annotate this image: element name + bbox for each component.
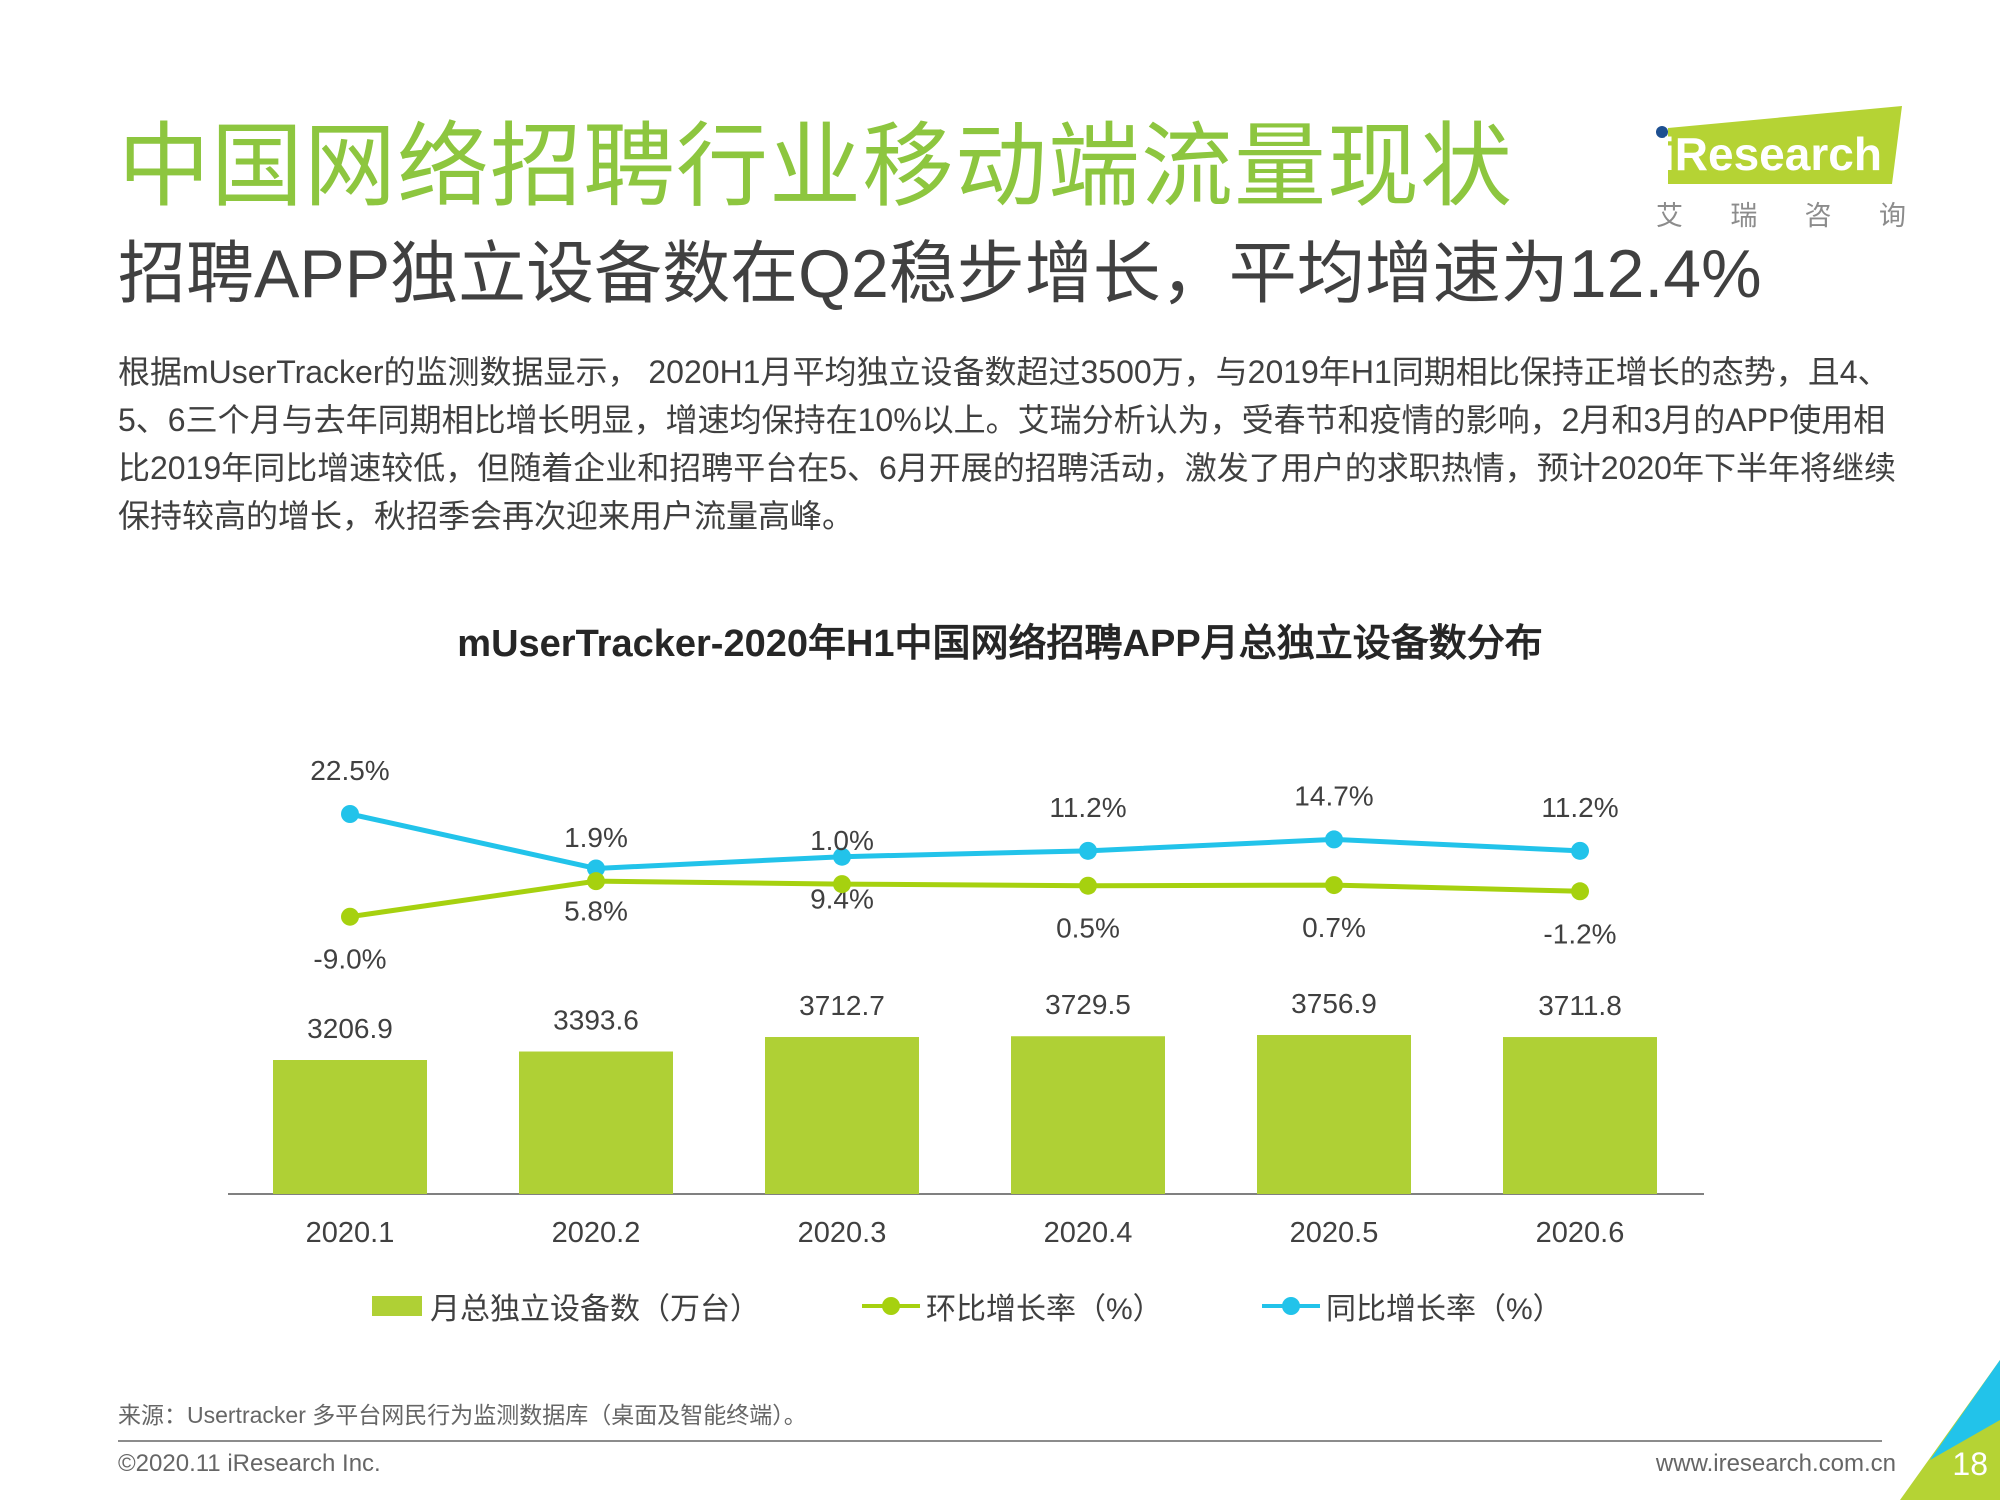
data-point — [587, 872, 605, 891]
bar-label: 3756.9 — [1291, 988, 1377, 1019]
data-point — [833, 847, 851, 866]
data-point — [1325, 876, 1343, 895]
bar — [1257, 1035, 1411, 1194]
x-tick-label: 2020.3 — [798, 1217, 887, 1249]
data-point — [1079, 876, 1097, 895]
data-label: 11.2% — [1541, 792, 1618, 823]
legend-label: 环比增长率（%） — [926, 1293, 1163, 1326]
series-line — [349, 878, 1581, 920]
legend-label: 月总独立设备数（万台） — [430, 1293, 760, 1326]
logo-subtitle: 艾 瑞 咨 询 — [1656, 194, 1906, 233]
bar-label: 3206.9 — [307, 1013, 393, 1044]
bar-label: 3712.7 — [799, 990, 885, 1021]
data-point — [1079, 841, 1097, 860]
bar-label: 3711.8 — [1538, 990, 1622, 1021]
bar — [765, 1037, 919, 1194]
data-label: 14.7% — [1294, 780, 1373, 811]
logo-banner — [1668, 106, 1902, 184]
bar — [519, 1051, 673, 1194]
page-number: 18 — [1952, 1446, 1988, 1482]
copyright: ©2020.11 iResearch Inc. — [118, 1450, 381, 1477]
logo-wordmark: iResearch — [1662, 128, 1882, 180]
legend-label: 同比增长率（%） — [1326, 1293, 1563, 1326]
legend-item-bar: 月总独立设备数（万台） — [372, 1286, 760, 1326]
chart-title: mUserTracker-2020年H1中国网络招聘APP月总独立设备数分布 — [457, 623, 1543, 665]
footer-divider — [118, 1440, 1882, 1442]
corner-decoration — [1900, 1360, 2000, 1500]
page-subtitle: 招聘APP独立设备数在Q2稳步增长，平均增速为12.4% — [118, 236, 1762, 312]
data-point — [1571, 841, 1589, 860]
logo-sub-char: 咨 — [1804, 201, 1832, 231]
legend-bar-swatch — [372, 1296, 422, 1316]
data-point — [833, 875, 851, 894]
iresearch-logo: iResearch 艾 瑞 咨 询 — [1654, 106, 1910, 233]
data-point — [341, 805, 359, 823]
data-label: 11.2% — [1049, 792, 1126, 823]
data-label: -9.0% — [313, 944, 386, 975]
bar — [1503, 1037, 1657, 1194]
logo-dot — [1656, 126, 1668, 138]
bar — [1011, 1036, 1165, 1194]
data-label: 0.5% — [1056, 913, 1120, 944]
data-label: 1.0% — [810, 825, 874, 856]
bar — [273, 1060, 427, 1194]
data-label: 22.5% — [310, 755, 389, 786]
chart-legend: 月总独立设备数（万台） 环比增长率（%） 同比增长率（%） — [0, 1286, 2000, 1326]
x-tick-label: 2020.1 — [306, 1217, 395, 1249]
data-label: 0.7% — [1302, 912, 1366, 943]
body-paragraph: 根据mUserTracker的监测数据显示， 2020H1月平均独立设备数超过3… — [118, 354, 1896, 534]
logo-sub-char: 询 — [1878, 201, 1906, 231]
source-note: 来源：Usertracker 多平台网民行为监测数据库（桌面及智能终端）。 — [118, 1402, 807, 1428]
x-tick-label: 2020.5 — [1290, 1217, 1379, 1249]
x-tick-label: 2020.6 — [1536, 1217, 1625, 1249]
data-point — [341, 907, 359, 926]
logo-sub-char: 瑞 — [1730, 201, 1758, 231]
legend-line-swatch — [1262, 1296, 1320, 1316]
data-point — [1325, 830, 1343, 849]
series-line — [349, 811, 1581, 871]
legend-line-swatch — [862, 1296, 920, 1316]
bar-label: 3729.5 — [1045, 989, 1131, 1020]
data-point — [587, 859, 605, 878]
legend-item-yoy: 同比增长率（%） — [1262, 1286, 1563, 1326]
logo-sub-char: 艾 — [1656, 201, 1683, 231]
x-tick-label: 2020.4 — [1044, 1217, 1133, 1249]
website-link[interactable]: www.iresearch.com.cn — [1655, 1450, 1896, 1477]
data-point — [1571, 882, 1589, 901]
bar-label: 3393.6 — [553, 1005, 639, 1036]
data-label: 1.9% — [564, 822, 628, 853]
x-tick-label: 2020.2 — [552, 1217, 641, 1249]
legend-item-mom: 环比增长率（%） — [862, 1286, 1163, 1326]
data-label: -1.2% — [1543, 918, 1616, 949]
page-title: 中国网络招聘行业移动端流量现状 — [118, 116, 1514, 218]
data-label: 5.8% — [564, 895, 628, 926]
